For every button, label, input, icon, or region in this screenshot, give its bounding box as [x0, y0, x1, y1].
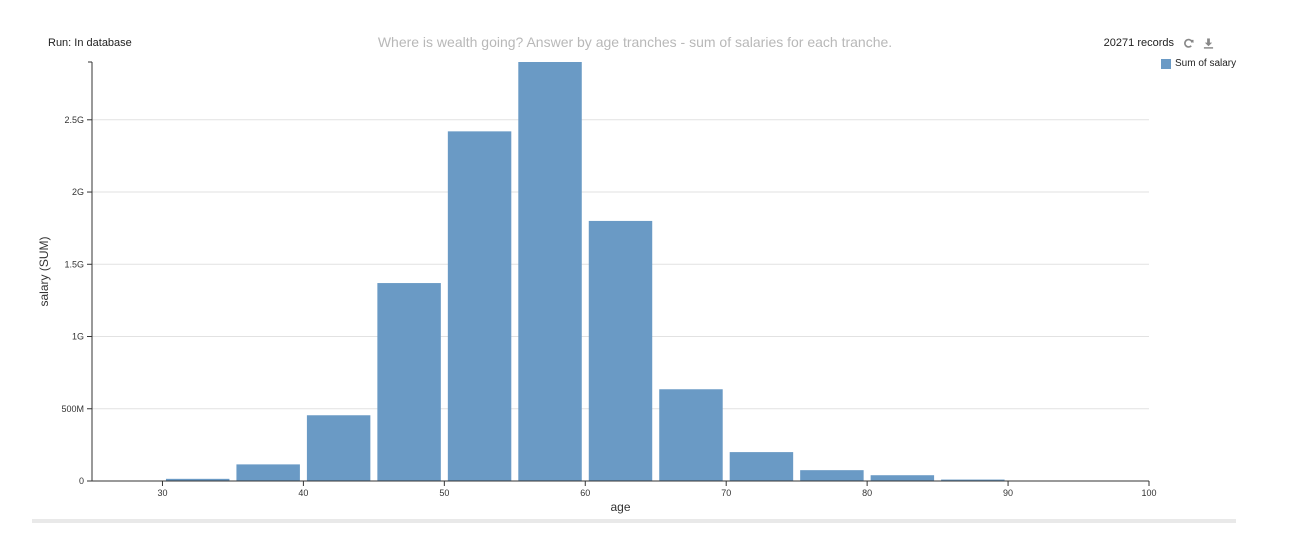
legend-swatch	[1161, 58, 1171, 69]
y-tick-label: 1.5G	[64, 259, 84, 269]
y-tick-label: 1G	[72, 332, 84, 342]
bar[interactable]	[588, 220, 653, 481]
bar[interactable]	[870, 475, 935, 481]
bar[interactable]	[941, 479, 1005, 481]
bar[interactable]	[236, 464, 300, 481]
bar[interactable]	[447, 131, 512, 481]
x-tick-label: 80	[862, 488, 872, 498]
x-tick-label: 70	[721, 488, 731, 498]
y-tick-label: 2G	[72, 187, 84, 197]
refresh-icon[interactable]	[1182, 37, 1194, 49]
download-icon[interactable]	[1202, 37, 1214, 49]
y-tick-label: 2.5G	[64, 115, 84, 125]
bar[interactable]	[377, 283, 441, 481]
bar[interactable]	[306, 415, 371, 481]
bar[interactable]	[729, 452, 794, 481]
legend-label: Sum of salary	[1175, 58, 1237, 69]
y-tick-label: 0	[79, 476, 84, 486]
x-tick-label: 30	[157, 488, 167, 498]
x-axis-label: age	[610, 500, 630, 514]
x-tick-label: 100	[1141, 488, 1156, 498]
scrollbar-track[interactable]	[32, 519, 1236, 523]
x-tick-label: 50	[439, 488, 449, 498]
y-axis-label: salary (SUM)	[37, 236, 51, 306]
records-bar: 20271 records	[1104, 37, 1214, 49]
x-tick-label: 90	[1003, 488, 1013, 498]
records-count: 20271 records	[1103, 37, 1174, 49]
x-tick-label: 40	[298, 488, 308, 498]
x-tick-label: 60	[580, 488, 590, 498]
chart-title: Where is wealth going? Answer by age tra…	[377, 34, 893, 50]
bar[interactable]	[518, 62, 582, 481]
bar[interactable]	[659, 389, 723, 481]
bar[interactable]	[165, 478, 230, 481]
legend: Sum of salary	[1161, 58, 1236, 69]
y-tick-label: 500M	[61, 404, 84, 414]
bar[interactable]	[800, 470, 864, 481]
run-mode-label: Run: In database	[48, 37, 132, 49]
